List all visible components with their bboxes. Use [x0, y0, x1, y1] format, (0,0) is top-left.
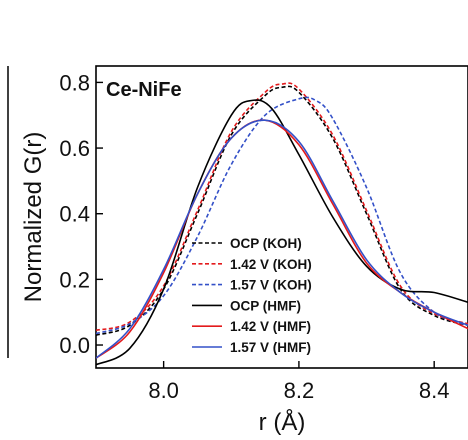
legend: OCP (KOH) 1.42 V (KOH) 1.57 V (KOH) OCP (HM…: [192, 236, 312, 355]
x-tick-label: 8.0: [148, 378, 179, 403]
legend-label-4: OCP (HMF): [230, 298, 301, 313]
legend-label-1: OCP (KOH): [230, 236, 302, 251]
y-tick-label: 0.0: [59, 333, 90, 358]
legend-label-3: 1.57 V (KOH): [230, 278, 312, 293]
y-tick-label: 0.6: [59, 136, 90, 161]
legend-label-6: 1.57 V (HMF): [230, 340, 311, 355]
legend-label-5: 1.42 V (HMF): [230, 319, 311, 334]
x-tick-label: 8.2: [284, 378, 315, 403]
legend-label-2: 1.42 V (KOH): [230, 257, 312, 272]
y-tick-label: 0.8: [59, 70, 90, 95]
y-axis-title: Normalized G(r): [20, 132, 47, 303]
x-axis-title: r (Å): [259, 408, 306, 436]
x-tick-label: 8.4: [419, 378, 450, 403]
y-tick-label: 0.4: [59, 202, 90, 227]
panel-label: Ce-NiFe: [106, 79, 182, 101]
y-tick-label: 0.2: [59, 267, 90, 292]
